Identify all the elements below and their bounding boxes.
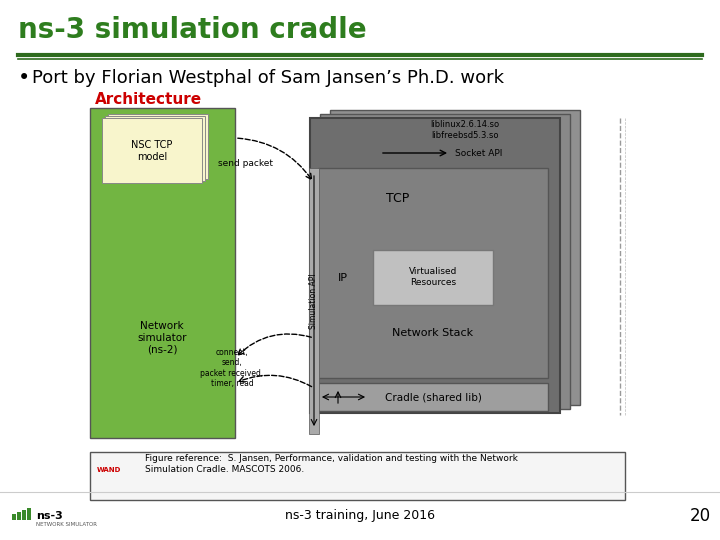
Bar: [12, 514, 16, 520]
Text: Simulation API: Simulation API: [310, 273, 318, 329]
Text: liblinux2.6.14.so
libfreebsd5.3.so: liblinux2.6.14.so libfreebsd5.3.so: [431, 120, 500, 140]
Text: Port by Florian Westphal of Sam Jansen’s Ph.D. work: Port by Florian Westphal of Sam Jansen’s…: [32, 69, 504, 87]
Bar: [330, 110, 580, 405]
Text: Network Stack: Network Stack: [392, 328, 474, 338]
Text: Socket API: Socket API: [455, 148, 503, 158]
Text: NETWORK SIMULATOR: NETWORK SIMULATOR: [36, 523, 97, 528]
Text: ns-3 simulation cradle: ns-3 simulation cradle: [18, 16, 366, 44]
Bar: [320, 114, 570, 409]
Text: ns-3 training, June 2016: ns-3 training, June 2016: [285, 510, 435, 523]
Text: 20: 20: [690, 507, 711, 525]
Text: WAND: WAND: [97, 467, 122, 473]
Text: Virtualised
Resources: Virtualised Resources: [409, 267, 457, 287]
Bar: [318, 383, 548, 411]
Text: TCP: TCP: [387, 192, 410, 205]
Bar: [310, 118, 560, 413]
Bar: [17, 512, 21, 520]
Bar: [318, 168, 548, 378]
Bar: [90, 108, 235, 438]
Text: Cradle (shared lib): Cradle (shared lib): [384, 392, 482, 402]
Bar: [90, 452, 625, 500]
Bar: [373, 250, 493, 305]
Bar: [102, 118, 202, 183]
Text: Network
simulator
(ns-2): Network simulator (ns-2): [138, 321, 186, 355]
Bar: [105, 116, 205, 181]
Text: ns-3: ns-3: [36, 511, 63, 521]
Bar: [108, 114, 208, 179]
Text: Figure reference:  S. Jansen, Performance, validation and testing with the Netwo: Figure reference: S. Jansen, Performance…: [145, 454, 518, 474]
Text: NSC TCP
model: NSC TCP model: [131, 140, 173, 162]
Text: send packet: send packet: [217, 159, 272, 167]
Bar: [27, 508, 31, 520]
Text: •: •: [18, 68, 30, 88]
Text: IP: IP: [338, 273, 348, 283]
Bar: [22, 510, 26, 520]
Text: connect,
send,
packet received,
timer, read: connect, send, packet received, timer, r…: [200, 348, 264, 388]
Bar: [309, 168, 319, 434]
Text: Architecture: Architecture: [95, 92, 202, 107]
